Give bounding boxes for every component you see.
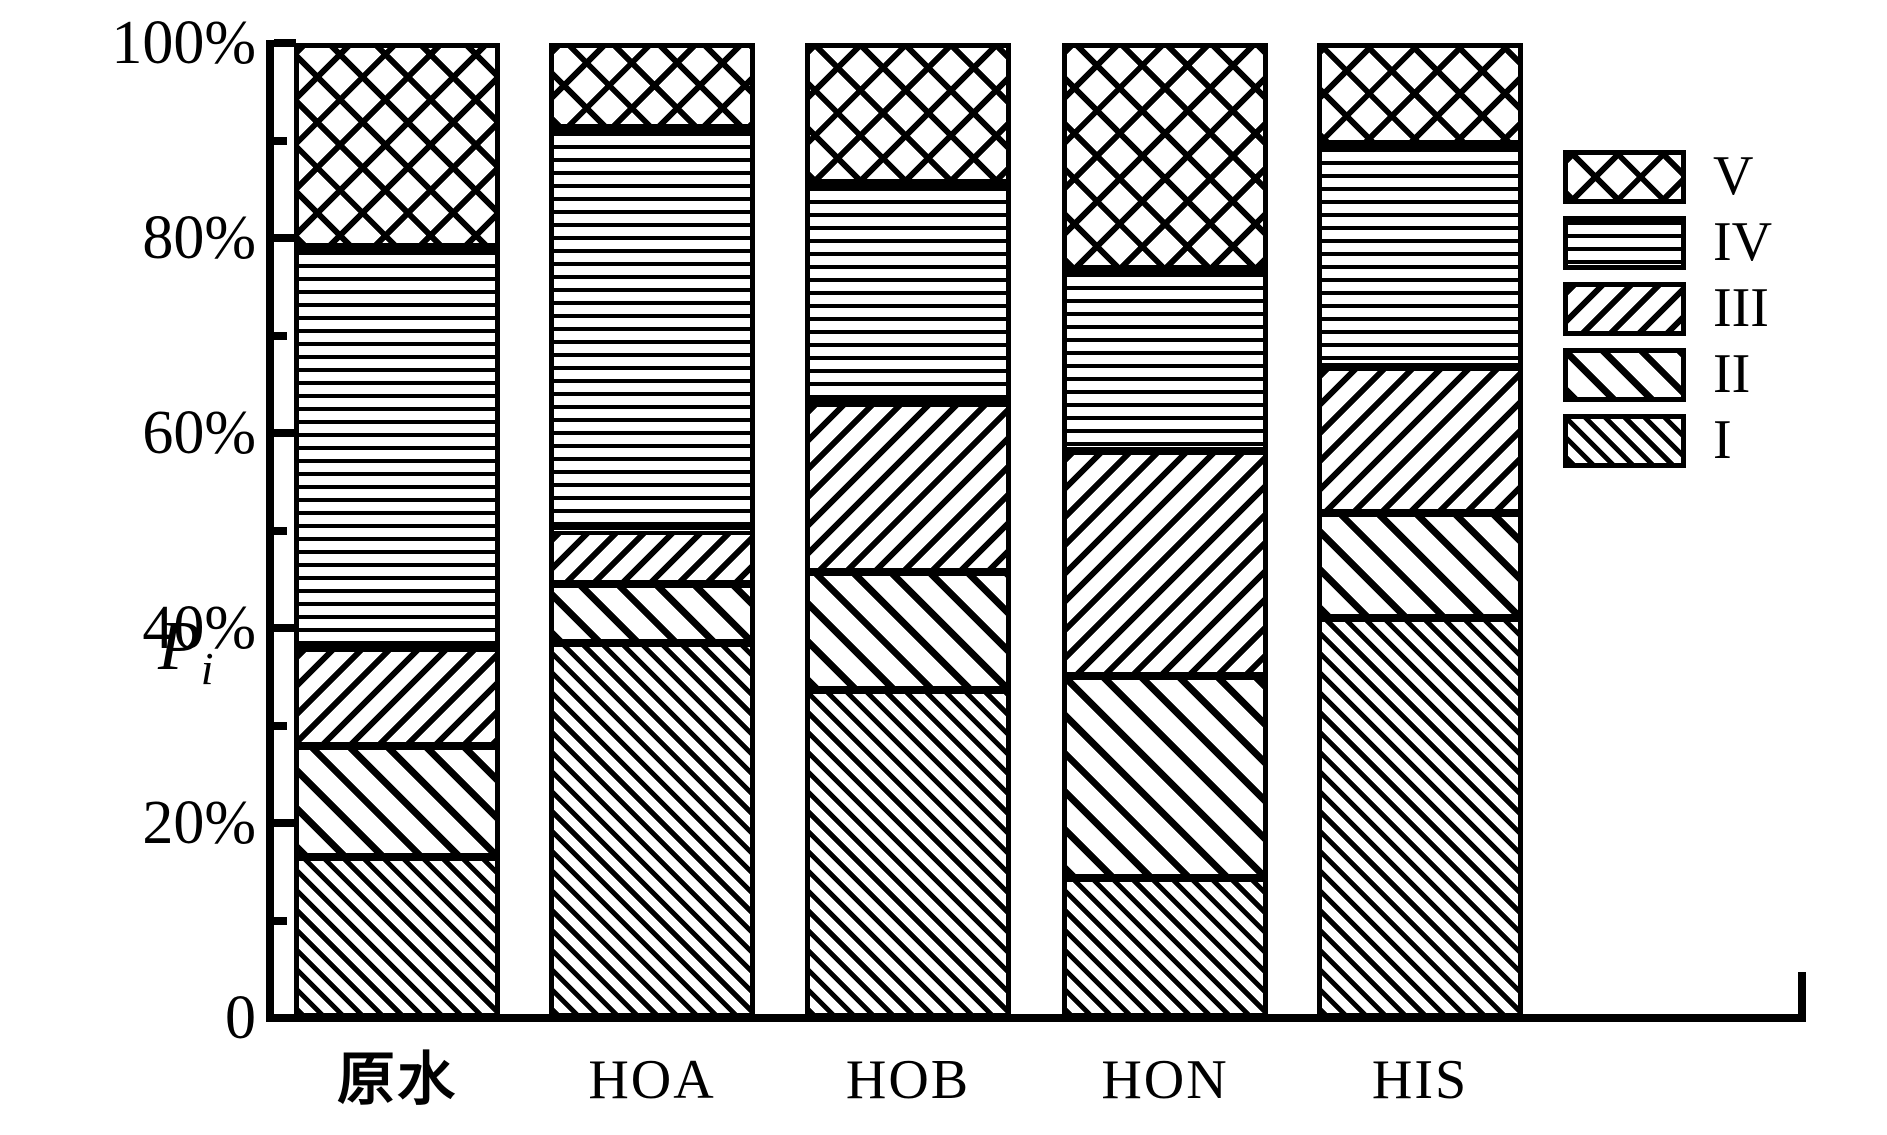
bar-2-segment-III	[805, 402, 1011, 573]
y-tick-label-60: 60%	[142, 399, 256, 467]
bar-0-segment-V	[294, 43, 500, 247]
bar-4-segment-IV	[1317, 144, 1523, 367]
x-category-label-4: HIS	[1371, 1049, 1469, 1111]
y-axis-title-base: P	[158, 608, 201, 685]
bar-2-segment-V	[805, 43, 1011, 184]
bar-3-segment-I	[1062, 877, 1268, 1018]
minor-tick-90	[274, 136, 287, 145]
bar-1-outline	[549, 43, 755, 1018]
minor-tick-10	[274, 916, 287, 925]
minor-tick-70	[274, 331, 287, 340]
bar-3-segment-V	[1062, 43, 1268, 270]
legend-swatch-back-diag-icon	[1563, 282, 1686, 336]
major-tick-0	[274, 1014, 296, 1022]
x-axis-line	[266, 1014, 1806, 1022]
bar-0-segment-IV	[294, 246, 500, 649]
minor-tick-30	[274, 721, 287, 730]
x-axis-end-stub	[1798, 972, 1806, 1022]
y-tick-label-40: 40%	[142, 594, 256, 662]
legend-swatch-hlines-icon	[1563, 216, 1686, 270]
minor-tick-50	[274, 526, 287, 535]
x-category-label-3: HON	[1101, 1049, 1229, 1111]
legend-label-I: I	[1713, 409, 1732, 471]
major-tick-80	[274, 234, 296, 242]
bar-4-outline	[1317, 43, 1523, 1018]
legend-swatch-diag-thin-icon	[1563, 414, 1686, 468]
major-tick-60	[274, 429, 296, 437]
x-category-label-0: 原水	[336, 1047, 457, 1112]
y-tick-label-100: 100%	[111, 9, 256, 77]
bar-0-segment-II	[294, 745, 500, 858]
bar-3-segment-IV	[1062, 269, 1268, 451]
bar-4-segment-V	[1317, 43, 1523, 145]
bar-0-segment-I	[294, 857, 500, 1018]
bar-3-outline	[1062, 43, 1268, 1018]
y-axis-title-subscript: i	[200, 643, 214, 694]
legend-swatch-crosshatch-icon	[1563, 150, 1686, 204]
major-tick-20	[274, 819, 296, 827]
bar-0-segment-III	[294, 648, 500, 746]
bar-1-segment-IV	[549, 127, 755, 531]
x-category-label-1: HOA	[588, 1049, 716, 1111]
y-tick-label-0: 0	[225, 984, 256, 1052]
bar-1-segment-III	[549, 530, 755, 585]
bar-1-segment-II	[549, 584, 755, 643]
bar-4-segment-III	[1317, 366, 1523, 513]
major-tick-40	[274, 624, 296, 632]
legend-label-IV: IV	[1713, 211, 1773, 273]
x-category-label-2: HOB	[845, 1049, 971, 1111]
bar-2-outline	[805, 43, 1011, 1018]
y-tick-label-20: 20%	[142, 789, 256, 857]
bar-3-segment-II	[1062, 675, 1268, 878]
major-tick-100	[274, 39, 296, 47]
legend-swatch-diag-thick-icon	[1563, 348, 1686, 402]
legend-label-V: V	[1713, 145, 1754, 207]
bar-2-segment-I	[805, 690, 1011, 1018]
legend-label-III: III	[1713, 277, 1769, 339]
y-axis-line	[266, 40, 274, 1022]
bar-0-outline	[294, 43, 500, 1018]
y-axis-title: Pi	[158, 612, 214, 692]
legend-label-II: II	[1713, 343, 1751, 405]
y-tick-label-80: 80%	[142, 204, 256, 272]
